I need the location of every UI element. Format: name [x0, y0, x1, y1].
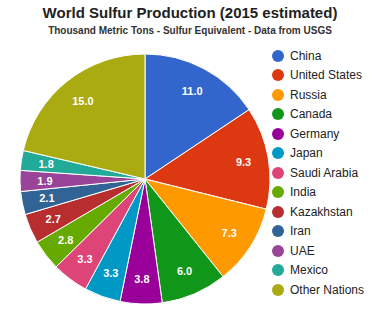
html-text:China: China [290, 48, 322, 63]
svg-text:2.7: 2.7 [46, 213, 61, 225]
html-text:Kazakhstan: Kazakhstan [290, 204, 353, 219]
html-text:Iran: Iran [290, 224, 311, 239]
svg-text:1.9: 1.9 [37, 175, 52, 187]
svg-text:3.8: 3.8 [134, 273, 149, 285]
html-text:Russia: Russia [290, 87, 327, 102]
html-text:India: India [290, 185, 316, 200]
html-text:Saudi Arabia: Saudi Arabia [290, 165, 359, 180]
svg-text:15.0: 15.0 [72, 95, 93, 107]
html-text:Mexico: Mexico [290, 263, 328, 278]
svg-text:1.8: 1.8 [38, 158, 53, 170]
html-text:Other Nations: Other Nations [290, 282, 364, 297]
html-text:Canada: Canada [290, 107, 332, 122]
svg-text:2.1: 2.1 [39, 192, 54, 204]
svg-text:3.3: 3.3 [77, 253, 92, 265]
svg-text:9.3: 9.3 [236, 156, 251, 168]
svg-text:11.0: 11.0 [182, 85, 203, 97]
html-text:Thousand Metric Tons - Sulfur: Thousand Metric Tons - Sulfur Equivalent… [48, 25, 332, 36]
html-text:Germany: Germany [290, 126, 340, 141]
svg-text:2.8: 2.8 [58, 234, 73, 246]
svg-text:3.3: 3.3 [103, 267, 118, 279]
svg-text:7.3: 7.3 [222, 227, 237, 239]
html-text:World Sulfur Production (2015: World Sulfur Production (2015 estimated) [42, 4, 338, 21]
html-text:United States: United States [290, 68, 362, 83]
html-text:UAE: UAE [290, 243, 315, 258]
html-text:Japan: Japan [290, 146, 323, 161]
svg-text:6.0: 6.0 [177, 265, 192, 277]
